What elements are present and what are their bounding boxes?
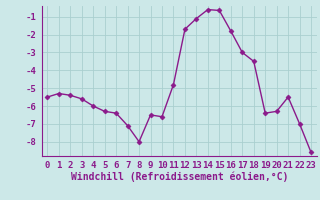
X-axis label: Windchill (Refroidissement éolien,°C): Windchill (Refroidissement éolien,°C) — [70, 171, 288, 182]
